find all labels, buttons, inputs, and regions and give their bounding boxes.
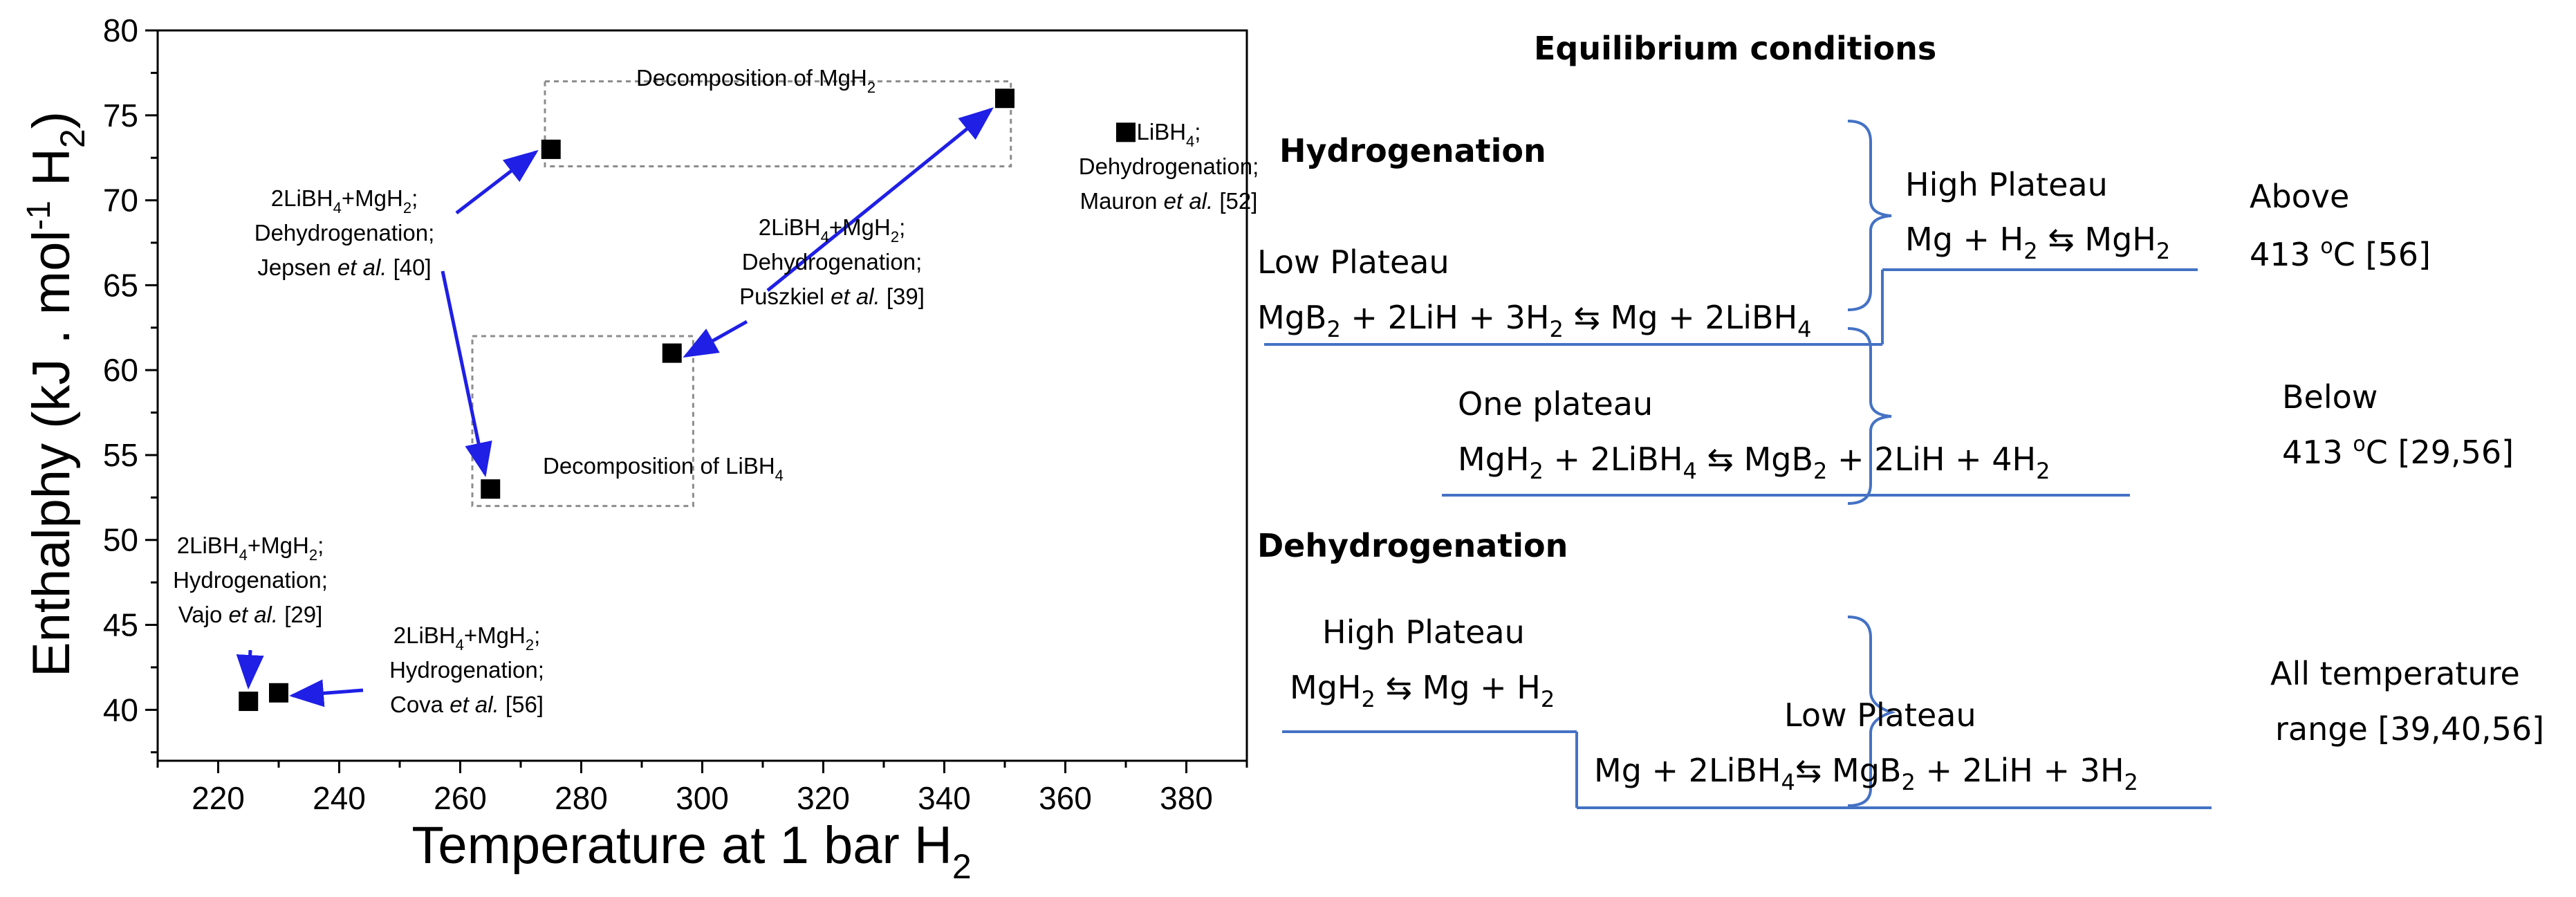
annotation-vajo: 2LiBH4+MgH2; Hydrogenation; Vajo et al. [2…: [173, 533, 328, 627]
x-tick-label: 220: [192, 780, 245, 816]
data-points: [239, 89, 1136, 712]
y-tick-label: 60: [103, 352, 138, 388]
annotation-line: Vajo et al. [29]: [178, 602, 323, 627]
annotation-line: Jepsen et al. [40]: [257, 255, 431, 280]
x-axis-title: Temperature at 1 bar H2: [411, 816, 971, 886]
dehydrogenation-heading: Dehydrogenation: [1257, 527, 1568, 564]
above-temperature: 413 oC [56]: [2250, 234, 2431, 273]
annotation-line: 2LiBH4+MgH2;: [177, 533, 324, 564]
data-point: [662, 343, 682, 363]
below-label: Below: [2282, 378, 2378, 416]
all-temperature-range: range [39,40,56]: [2275, 710, 2544, 748]
annotation-line: Dehydrogenation;: [742, 249, 923, 275]
y-tick-label: 75: [103, 98, 138, 133]
dehydrogenation-step-line: [1282, 730, 2212, 809]
annotation-line: 2LiBH4+MgH2;: [759, 214, 906, 246]
y-tick-label: 45: [103, 607, 138, 643]
y-axis-title: Enthalphy (kJ . mol-1 H2): [21, 111, 92, 677]
x-tick-label: 340: [918, 780, 971, 816]
scatter-chart: 220 240 260 280 300 320 340 360 380 40 45 50 55 60 65…: [21, 12, 1259, 886]
annotation-line: Dehydrogenation;: [1079, 154, 1259, 179]
x-tick-label: 240: [313, 780, 366, 816]
below-brace: [1847, 327, 1892, 505]
y-tick-labels: 40 45 50 55 60 65 70 75 80: [103, 12, 138, 728]
annotation-line: Mauron et al. [52]: [1080, 188, 1258, 214]
mgh2-box-label: Decomposition of MgH2: [636, 65, 875, 96]
data-point: [995, 89, 1014, 109]
annotation-line: 2LiBH4+MgH2;: [393, 622, 541, 654]
annotation-line: Hydrogenation;: [173, 567, 328, 593]
data-point: [481, 479, 501, 499]
y-tick-label: 80: [103, 12, 138, 48]
y-tick-label: 70: [103, 183, 138, 219]
mgh2-decomposition-box: [544, 80, 1012, 167]
y-tick-label: 55: [103, 437, 138, 473]
annotation-arrow: [683, 320, 748, 358]
x-tick-label: 320: [797, 780, 850, 816]
one-plateau-equation: MgH2 + 2LiBH4 ⇆ MgB2 + 2LiH + 4H2: [1458, 441, 2050, 484]
libh4-box-label: Decomposition of LiBH4: [543, 453, 784, 484]
deh-high-plateau-label: High Plateau: [1322, 613, 1525, 651]
annotation-line: Cova et al. [56]: [390, 692, 544, 717]
annotation-cova: 2LiBH4+MgH2; Hydrogenation; Cova et al. [5…: [389, 622, 544, 717]
hyd-low-equation: MgB2 + 2LiH + 3H2 ⇆ Mg + 2LiBH4: [1257, 299, 1812, 342]
annotation-arrow: [289, 679, 364, 708]
one-plateau-label: One plateau: [1458, 385, 1653, 423]
annotation-jepsen: 2LiBH4+MgH2; Dehydrogenation; Jepsen et al…: [254, 185, 435, 280]
annotation-arrow: [441, 270, 492, 477]
scheme-title: Equilibrium conditions: [1534, 30, 1936, 67]
annotation-arrow: [455, 149, 539, 214]
annotation-arrow: [236, 649, 264, 690]
hyd-high-equation: Mg + H2 ⇆ MgH2: [1905, 221, 2170, 264]
deh-low-plateau-label: Low Plateau: [1784, 696, 1976, 734]
x-tick-label: 260: [434, 780, 487, 816]
x-tick-labels: 220 240 260 280 300 320 340 360 380: [192, 780, 1213, 816]
annotation-arrow: [766, 107, 994, 292]
deh-high-equation: MgH2 ⇆ Mg + H2: [1290, 669, 1555, 712]
x-tick-label: 280: [555, 780, 608, 816]
hydrogenation-heading: Hydrogenation: [1279, 132, 1546, 169]
axis-ticks: [145, 29, 1248, 773]
all-temperature-brace: [1847, 616, 1896, 807]
deh-low-equation: Mg + 2LiBH4⇆ MgB2 + 2LiH + 3H2: [1594, 752, 2138, 795]
above-brace: [1847, 120, 1892, 311]
annotation-line: Dehydrogenation;: [254, 220, 435, 246]
x-tick-label: 380: [1160, 780, 1213, 816]
all-temperature-label: All temperature: [2270, 655, 2520, 692]
annotation-line: LiBH4;: [1137, 119, 1201, 150]
above-label: Above: [2250, 178, 2349, 215]
below-temperature: 413 oC [29,56]: [2282, 432, 2514, 471]
annotation-line: Hydrogenation;: [389, 657, 544, 683]
annotation-line: Puszkiel et al. [39]: [739, 284, 925, 309]
equilibrium-scheme: Equilibrium conditions Hydrogenation Hig…: [1257, 30, 2544, 809]
x-tick-label: 360: [1039, 780, 1092, 816]
annotation-line: 2LiBH4+MgH2;: [271, 185, 418, 216]
y-tick-label: 50: [103, 522, 138, 558]
x-tick-label: 300: [676, 780, 729, 816]
data-point: [541, 139, 561, 159]
hyd-high-plateau-label: High Plateau: [1905, 166, 2108, 203]
annotation-puszkiel: 2LiBH4+MgH2; Dehydrogenation; Puszkiel et …: [739, 214, 925, 309]
hydrogenation-step-line: [1264, 268, 2198, 497]
y-tick-label: 40: [103, 692, 138, 728]
annotation-mauron: LiBH4; Dehydrogenation; Mauron et al. [52]: [1079, 119, 1259, 214]
data-point: [239, 692, 259, 712]
data-point: [1116, 122, 1136, 142]
hyd-low-plateau-label: Low Plateau: [1257, 243, 1449, 281]
data-point: [269, 683, 288, 703]
plot-frame: [156, 29, 1248, 762]
y-tick-label: 65: [103, 267, 138, 303]
annotation-arrows: [236, 107, 994, 708]
libh4-decomposition-box: [471, 335, 694, 508]
